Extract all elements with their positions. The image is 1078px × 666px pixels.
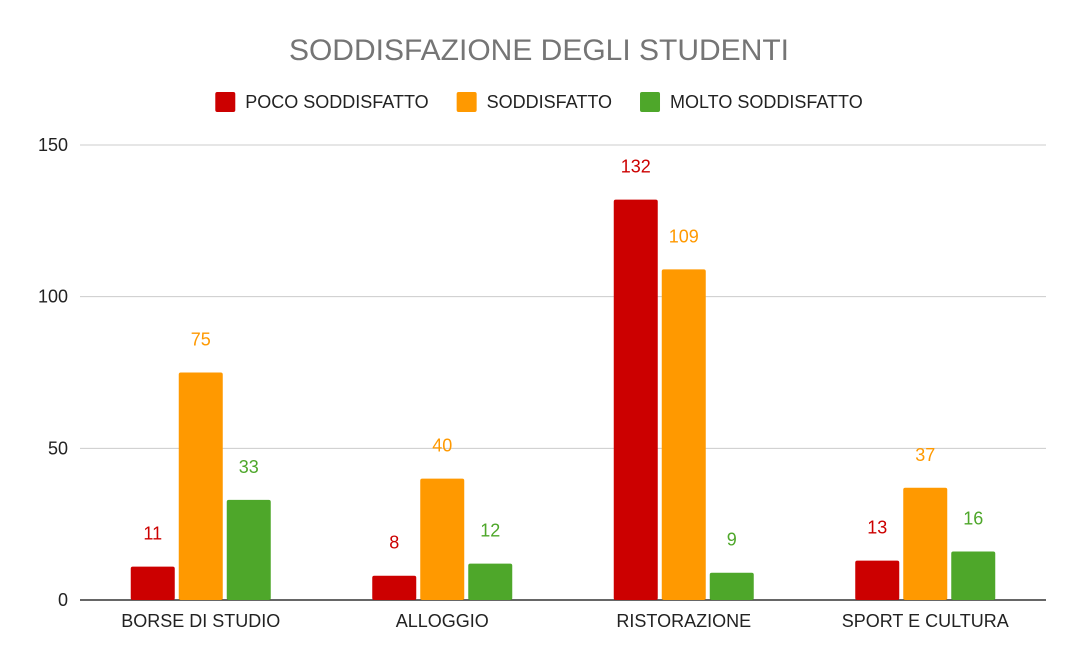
legend-label: MOLTO SODDISFATTO [670,92,863,112]
bar [130,566,175,600]
y-tick-label: 150 [38,135,68,155]
legend-swatch [640,92,661,112]
bar [226,499,271,600]
data-label: 132 [621,157,651,177]
bar [178,372,223,600]
gridlines [80,144,1046,601]
bar [855,560,900,600]
bar [613,199,658,600]
y-tick-label: 100 [38,287,68,307]
legend-label: POCO SODDISFATTO [245,92,428,112]
data-labels: 11 75 33 8 40 12 132 109 9 13 37 16 [143,157,983,553]
data-label: 9 [727,530,737,550]
data-label: 33 [239,457,259,477]
bars [130,199,996,600]
legend-swatch [456,92,477,112]
bar [420,478,465,600]
data-label: 16 [963,508,983,528]
data-label: 11 [143,524,162,544]
bar [903,487,948,600]
x-axis: BORSE DI STUDIO ALLOGGIO RISTORAZIONE SPORT… [121,611,1009,631]
x-tick-label: ALLOGGIO [396,611,489,631]
legend: POCO SODDISFATTO SODDISFATTO MOLTO SODDISF… [215,92,863,112]
legend-item: SODDISFATTO [456,92,612,112]
chart-title: SODDISFAZIONE DEGLI STUDENTI [289,34,789,67]
legend-item: MOLTO SODDISFATTO [640,92,863,112]
data-label: 75 [191,330,211,350]
y-tick-label: 50 [48,438,68,458]
bar [951,551,996,600]
y-tick-label: 0 [58,590,68,610]
data-label: 13 [867,518,887,538]
data-label: 8 [389,533,399,553]
bar [372,575,417,600]
data-label: 12 [480,521,500,541]
legend-swatch [215,92,236,112]
legend-label: SODDISFATTO [487,92,612,112]
bar [661,269,706,600]
data-label: 37 [915,445,935,465]
bar [468,563,513,600]
bar [709,572,754,600]
y-axis: 0 50 100 150 [38,135,68,610]
data-label: 109 [669,226,699,246]
x-tick-label: RISTORAZIONE [616,611,751,631]
x-tick-label: SPORT E CULTURA [842,611,1009,631]
x-tick-label: BORSE DI STUDIO [121,611,280,631]
data-label: 40 [432,436,452,456]
legend-item: POCO SODDISFATTO [215,92,429,112]
